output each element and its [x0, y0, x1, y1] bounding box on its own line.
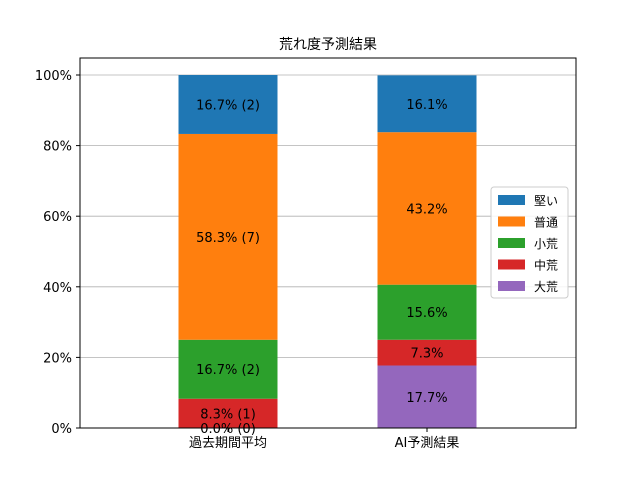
legend-swatch — [498, 216, 525, 227]
legend-label: 小荒 — [534, 237, 558, 251]
bar-value-label: 8.3% (1) — [200, 407, 256, 422]
bar-segment — [377, 132, 477, 285]
bar-segment — [178, 339, 278, 399]
legend-label: 堅い — [534, 194, 558, 208]
bar-segment — [377, 339, 477, 366]
bar-value-label: 17.7% — [406, 391, 447, 406]
bar-segment — [377, 284, 477, 340]
axes: 0% 20% 40% 60% 80% 100% 過去期間平均 AI予測結果 — [35, 69, 460, 451]
bar-value-label: 16.7% (2) — [196, 98, 260, 113]
legend-swatch — [498, 259, 525, 270]
y-tick-label: 20% — [43, 351, 72, 366]
legend-swatch — [498, 195, 525, 205]
bar-value-label: 7.3% — [410, 347, 443, 362]
x-tick-label: 過去期間平均 — [189, 436, 267, 451]
chart-title: 荒れ度予測結果 — [279, 37, 377, 53]
bar-segment — [178, 133, 278, 340]
bar-value-label: 58.3% (7) — [196, 231, 260, 246]
bar-segment — [377, 365, 477, 428]
bars — [178, 75, 477, 428]
plot-frame — [79, 57, 577, 429]
legend-label: 普通 — [534, 216, 558, 230]
legend-swatch — [498, 238, 525, 248]
x-tick-label: AI予測結果 — [395, 436, 460, 451]
y-tick-label: 0% — [51, 422, 72, 437]
y-tick-label: 80% — [43, 140, 72, 155]
legend-label: 中荒 — [534, 258, 558, 273]
bar-value-label: 16.7% (2) — [196, 363, 260, 378]
bar-segment — [178, 398, 278, 428]
bar-labels: 0.0% (0)17.7%8.3% (1)7.3%16.7% (2)15.6%5… — [196, 98, 448, 437]
bar-value-label: 15.6% — [406, 306, 447, 321]
y-tick-label: 100% — [35, 69, 72, 84]
legend-label: 大荒 — [534, 280, 558, 294]
bar-value-label: 43.2% — [406, 202, 447, 217]
legend-swatch — [498, 281, 525, 291]
legend-box — [490, 186, 569, 299]
y-tick-label: 60% — [43, 210, 72, 225]
bar-segment — [377, 75, 477, 133]
y-tick-label: 40% — [43, 281, 72, 296]
bar-segment — [178, 75, 278, 134]
bar-value-label: 16.1% — [406, 98, 447, 113]
